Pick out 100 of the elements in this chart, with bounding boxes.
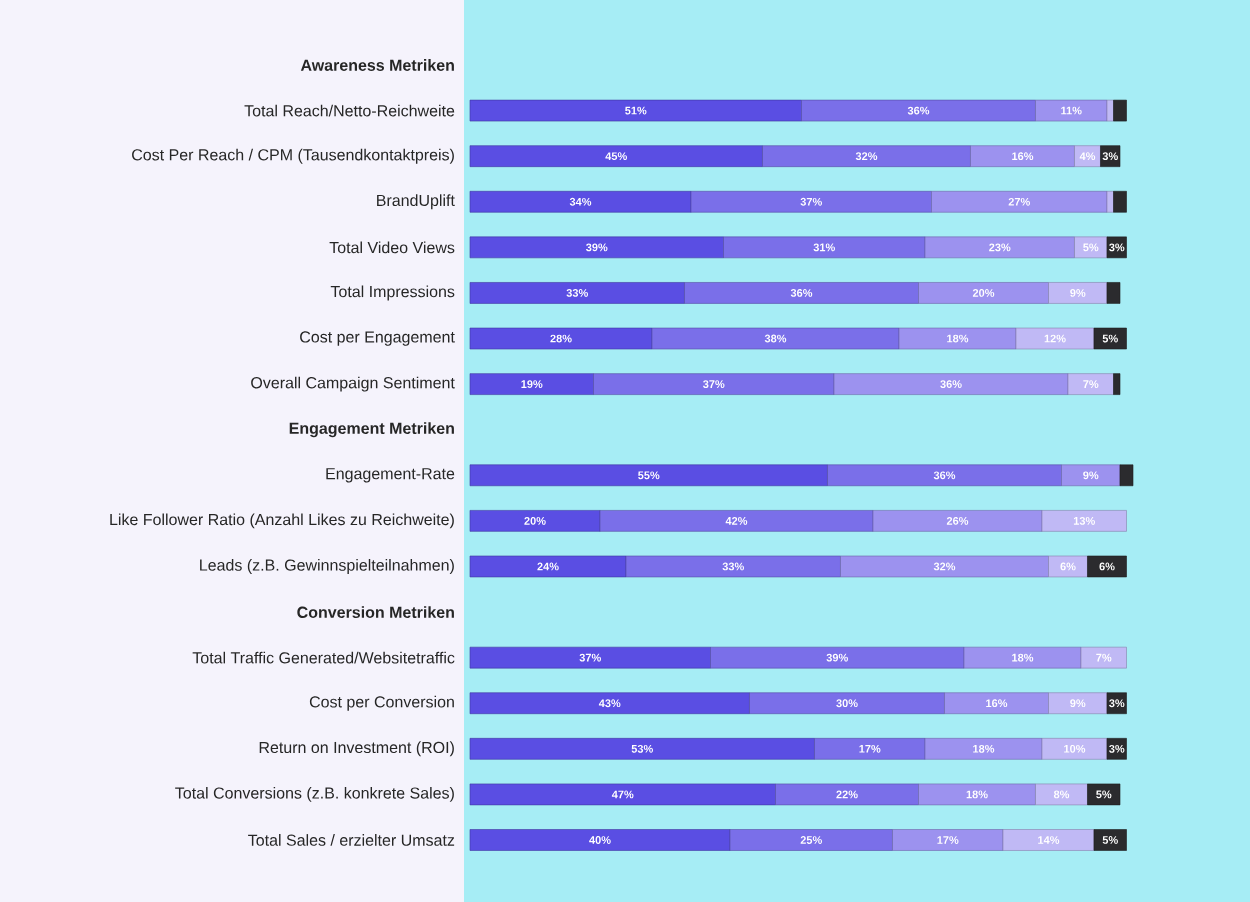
data-label: 45% xyxy=(605,152,627,161)
bar xyxy=(1015,327,1095,350)
bar xyxy=(833,373,1069,395)
bar xyxy=(1113,373,1121,395)
bar xyxy=(1067,373,1114,395)
data-label: 36% xyxy=(940,380,962,389)
bar xyxy=(749,692,945,715)
bar xyxy=(1035,783,1088,806)
y-tick-label: Engagement Metriken xyxy=(289,422,454,438)
y-tick-label: Total Impressions xyxy=(330,285,455,301)
data-label: 22% xyxy=(836,790,858,799)
data-label: 18% xyxy=(1012,653,1034,662)
data-label: 25% xyxy=(800,836,822,844)
y-tick-label: Total Conversions (z.B. konkrete Sales) xyxy=(175,786,454,802)
data-label: 19% xyxy=(521,380,543,388)
data-label: 42% xyxy=(725,516,748,525)
y-tick-label: Cost Per Reach / CPM (Tausendkontaktpreis) xyxy=(132,148,454,164)
bar xyxy=(1106,236,1127,259)
data-label: 23% xyxy=(989,243,1011,252)
bar xyxy=(840,555,1049,578)
data-label: 5% xyxy=(1102,334,1118,343)
bar xyxy=(1087,783,1121,806)
y-tick-label: Leads (z.B. Gewinnspielteilnahmen) xyxy=(200,559,454,574)
bar xyxy=(469,555,627,578)
bar xyxy=(918,282,1049,304)
bar xyxy=(469,829,731,851)
data-label: 18% xyxy=(947,334,969,343)
bar xyxy=(1041,738,1108,760)
bar xyxy=(924,738,1043,760)
bar xyxy=(1074,236,1108,259)
data-label: 5% xyxy=(1096,790,1112,799)
data-label: 38% xyxy=(764,334,787,343)
bar xyxy=(684,282,919,304)
y-tick-label: Total Sales / erzielter Umsatz xyxy=(248,834,455,846)
bar xyxy=(1119,464,1134,487)
bar xyxy=(827,464,1062,487)
data-label: 18% xyxy=(966,790,988,799)
data-label: 39% xyxy=(585,243,608,252)
bar xyxy=(1041,510,1127,532)
bar xyxy=(625,555,841,578)
data-label: 11% xyxy=(1061,106,1082,115)
bar xyxy=(729,829,893,851)
bar xyxy=(814,738,926,760)
data-label: 20% xyxy=(972,289,995,297)
bar xyxy=(469,145,763,167)
data-label: 5% xyxy=(1102,836,1118,844)
y-tick-label: Total Video Views xyxy=(329,241,455,254)
bar xyxy=(469,738,815,760)
data-label: 55% xyxy=(638,471,660,480)
bar xyxy=(1100,145,1121,167)
bar xyxy=(469,236,724,259)
data-label: 3% xyxy=(1109,699,1125,708)
bar xyxy=(593,373,835,395)
data-label: 6% xyxy=(1060,562,1076,571)
data-label: 8% xyxy=(1053,790,1070,799)
data-label: 16% xyxy=(986,699,1008,708)
bar xyxy=(469,510,601,532)
data-label: 31% xyxy=(813,243,835,252)
bar xyxy=(1106,282,1121,304)
data-label: 39% xyxy=(826,653,848,662)
bar xyxy=(469,282,685,304)
bar xyxy=(944,692,1049,715)
data-label: 9% xyxy=(1083,471,1099,480)
bar xyxy=(924,236,1075,259)
data-label: 3% xyxy=(1109,744,1125,753)
data-label: 17% xyxy=(859,744,881,753)
bar xyxy=(469,327,653,350)
bar xyxy=(1048,555,1088,578)
data-label: 53% xyxy=(631,744,653,753)
data-label: 37% xyxy=(800,197,822,206)
bar xyxy=(1106,738,1127,760)
bar xyxy=(1002,829,1095,851)
data-label: 5% xyxy=(1083,243,1099,252)
data-label: 9% xyxy=(1070,699,1086,708)
y-tick-label: Cost per Engagement xyxy=(300,331,455,346)
data-label: 7% xyxy=(1096,653,1112,662)
y-tick-label: Return on Investment (ROI) xyxy=(259,741,454,757)
data-label: 17% xyxy=(937,836,959,844)
bar xyxy=(931,190,1108,213)
bar xyxy=(1106,692,1127,715)
bar xyxy=(690,190,932,213)
data-label: 4% xyxy=(1079,152,1096,161)
bar xyxy=(762,145,971,167)
y-tick-label: Engagement-Rate xyxy=(326,468,455,483)
bar xyxy=(469,646,711,669)
data-label: 32% xyxy=(933,562,956,571)
bar xyxy=(469,99,802,122)
bar xyxy=(970,145,1075,167)
bar xyxy=(651,327,900,350)
y-tick-label: Total Traffic Generated/Websitetraffic xyxy=(192,651,455,664)
bar xyxy=(898,327,1017,350)
data-label: 33% xyxy=(566,289,588,297)
bar xyxy=(1113,99,1127,122)
data-label: 36% xyxy=(907,106,930,115)
data-label: 51% xyxy=(625,106,647,115)
bar xyxy=(1093,829,1127,851)
data-label: 34% xyxy=(569,197,592,206)
data-label: 26% xyxy=(946,516,969,525)
bar xyxy=(1093,327,1127,350)
data-label: 13% xyxy=(1073,516,1095,525)
